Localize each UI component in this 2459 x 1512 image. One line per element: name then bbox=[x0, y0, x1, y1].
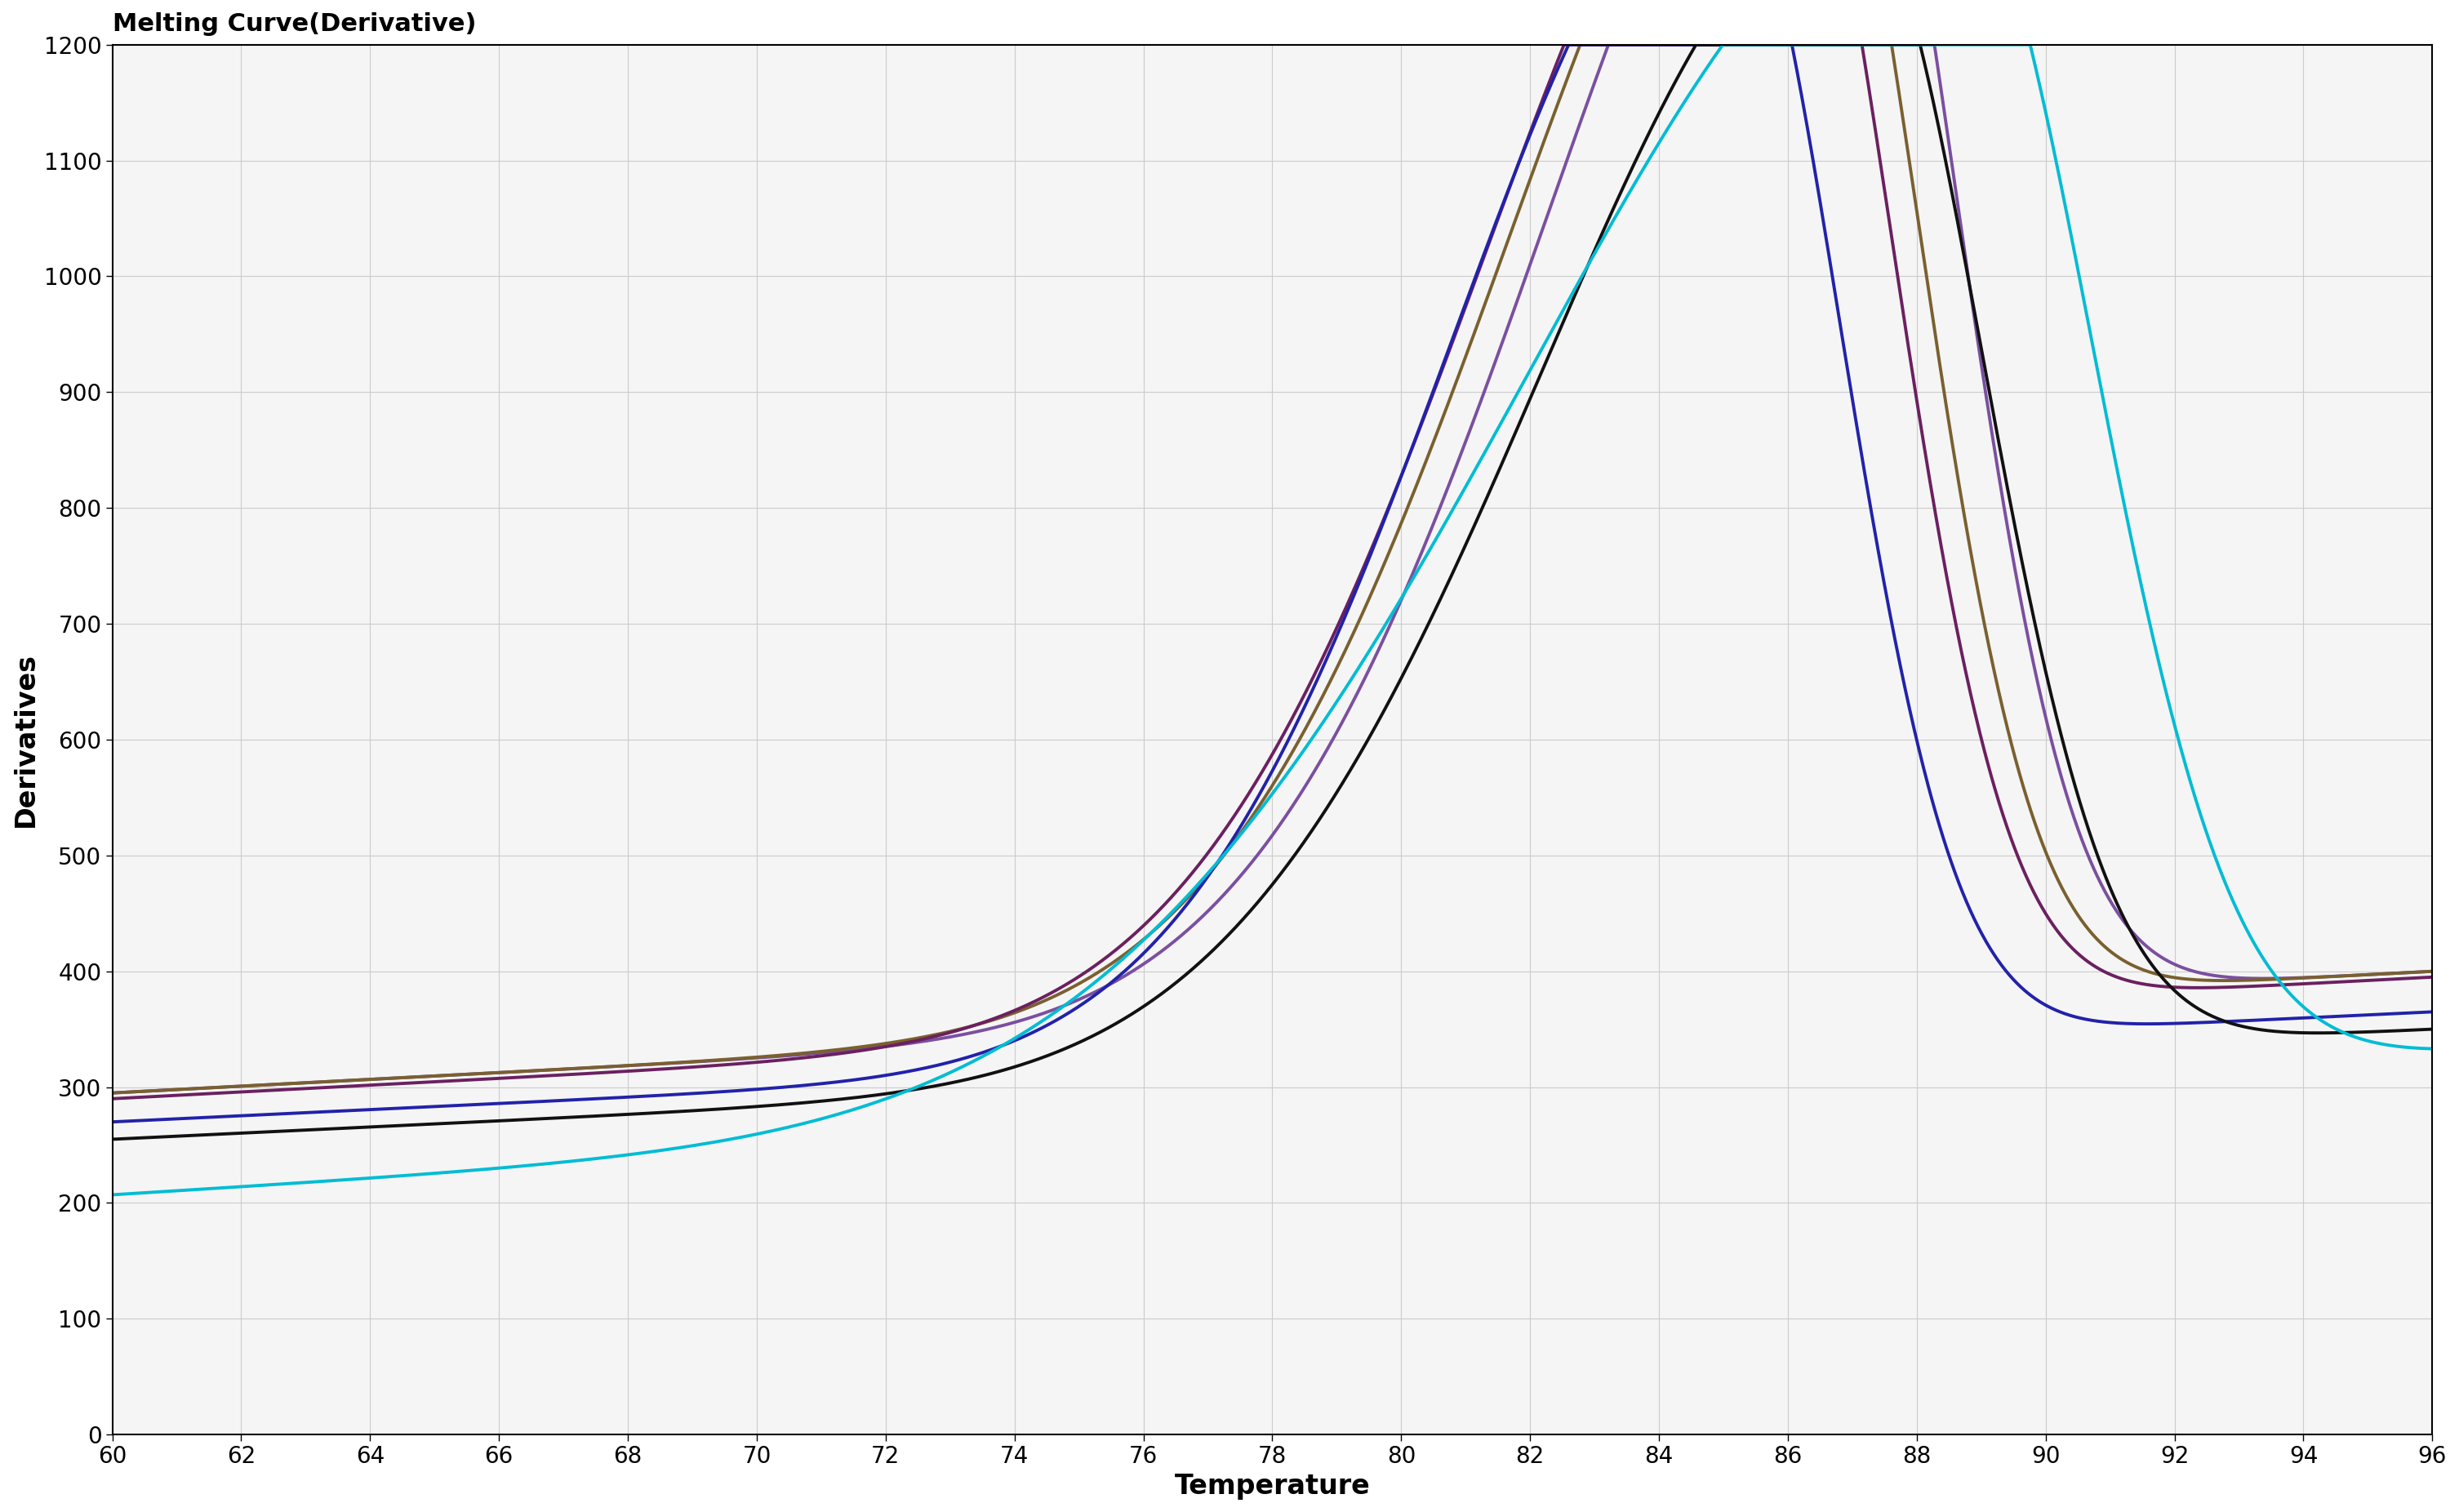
Text: Melting Curve(Derivative): Melting Curve(Derivative) bbox=[113, 12, 477, 36]
Y-axis label: Derivatives: Derivatives bbox=[12, 652, 39, 827]
X-axis label: Temperature: Temperature bbox=[1175, 1473, 1370, 1500]
